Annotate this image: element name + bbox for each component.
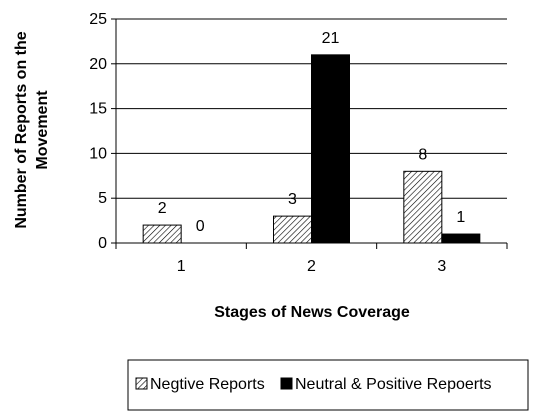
y-axis-title-line1: Number of Reports on the — [13, 31, 30, 228]
data-label: 1 — [456, 209, 465, 226]
data-label: 3 — [288, 191, 297, 208]
y-tick-label: 10 — [89, 145, 107, 162]
x-tick-label: 1 — [177, 258, 186, 275]
bar-negative — [273, 215, 312, 244]
legend-box — [127, 359, 529, 411]
data-label: 0 — [196, 218, 205, 235]
legend-label-neutral-positive: Neutral & Positive Repoerts — [295, 376, 492, 393]
bar-negative — [403, 170, 443, 244]
legend-swatch-neutral-positive — [280, 377, 293, 390]
bar-negative — [142, 224, 182, 244]
y-axis-title-line2: Movement — [34, 90, 51, 170]
x-tick-label: 3 — [437, 258, 446, 275]
data-label: 21 — [322, 30, 340, 47]
x-axis-title: Stages of News Coverage — [214, 304, 410, 321]
legend-swatch-negative — [135, 377, 148, 390]
data-label: 2 — [158, 200, 167, 217]
bar-neutral-positive — [441, 233, 481, 244]
y-tick-label: 0 — [98, 235, 107, 252]
bar-neutral-positive — [311, 54, 350, 244]
y-tick-label: 15 — [89, 101, 107, 118]
axes — [111, 18, 508, 249]
legend-label-negative: Negtive Reports — [150, 376, 265, 393]
bars — [142, 54, 481, 244]
y-tick-label: 5 — [98, 190, 107, 207]
y-tick-label: 25 — [89, 11, 107, 28]
x-tick-label: 2 — [307, 258, 316, 275]
y-tick-label: 20 — [89, 56, 107, 73]
data-label: 8 — [418, 146, 427, 163]
legend: Negtive Reports Neutral & Positive Repoe… — [127, 359, 529, 411]
